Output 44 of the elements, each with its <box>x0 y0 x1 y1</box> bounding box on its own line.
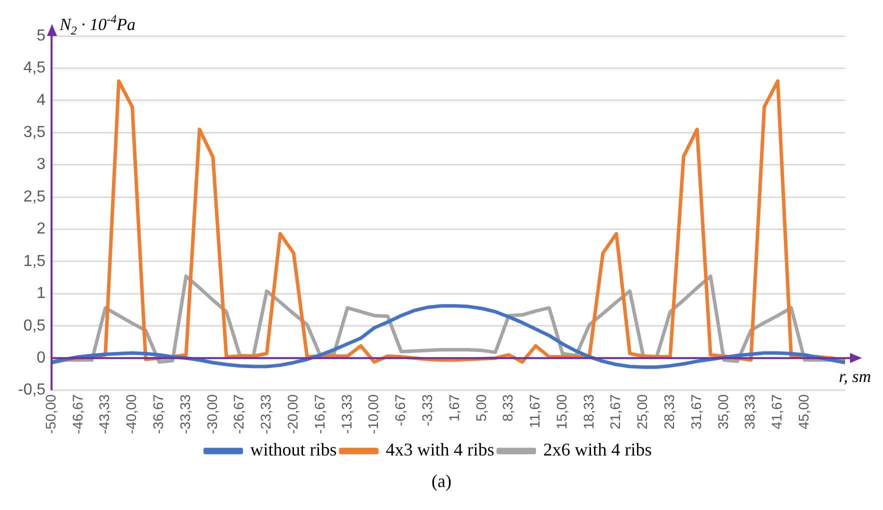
x-axis-title: r, sm <box>838 367 871 386</box>
y-tick-label: 1 <box>36 285 46 302</box>
x-tick-label: -20,00 <box>284 394 300 434</box>
x-tick-label: -6,67 <box>392 394 408 426</box>
x-tick-label: 45,00 <box>796 394 812 430</box>
x-tick-label: 11,67 <box>526 394 543 428</box>
x-tick-label: 15,00 <box>553 394 570 430</box>
x-tick-label: 21,67 <box>607 394 624 430</box>
x-tick-label: -26,67 <box>230 394 247 434</box>
x-tick-label: 18,33 <box>580 394 596 430</box>
y-tick-label: 4,5 <box>23 60 46 77</box>
x-tick-label: -46,67 <box>69 394 86 434</box>
x-tick-label: 5,00 <box>472 394 489 422</box>
x-tick-label: -40,00 <box>123 394 140 434</box>
x-tick-label: -43,33 <box>96 394 112 434</box>
x-tick-label: 41,67 <box>768 394 785 430</box>
x-tick-label: -16,67 <box>311 394 328 434</box>
text: (a) <box>430 470 452 492</box>
x-tick-label: -23,33 <box>258 394 274 434</box>
y-tick-label: 3 <box>36 156 46 174</box>
x-tick-label: -30,00 <box>204 394 220 434</box>
x-tick-label: -13,33 <box>338 394 354 434</box>
x-tick-label: 1,67 <box>446 394 462 422</box>
x-tick-label: 8,33 <box>500 394 516 422</box>
x-tick-label: 28,33 <box>661 394 678 430</box>
x-tick-label: 31,67 <box>688 394 704 430</box>
y-tick-label: 2,5 <box>23 188 46 206</box>
legend-label: 4x3 with 4 ribs <box>386 440 494 460</box>
legend-label: 2x6 with 4 ribs <box>543 440 652 460</box>
x-tick-label: -10,00 <box>365 394 382 434</box>
x-tick-label: -36,67 <box>150 394 166 434</box>
y-tick-label: 3,5 <box>23 124 46 142</box>
x-tick-label: -3,33 <box>418 394 435 426</box>
x-tick-label: -33,33 <box>176 394 193 434</box>
legend-label: without ribs <box>250 440 337 460</box>
y-tick-label: 2 <box>36 220 46 238</box>
y-tick-label: 0 <box>36 350 46 366</box>
x-tick-label: 25,00 <box>634 394 650 430</box>
x-tick-label: 35,00 <box>714 394 731 430</box>
y-tick-label: 0,5 <box>23 317 46 334</box>
y-tick-label: 5 <box>36 27 46 44</box>
x-tick-label: 38,33 <box>742 394 758 430</box>
y-tick-label: 4 <box>36 92 46 109</box>
y-tick-label: 1,5 <box>23 252 46 270</box>
